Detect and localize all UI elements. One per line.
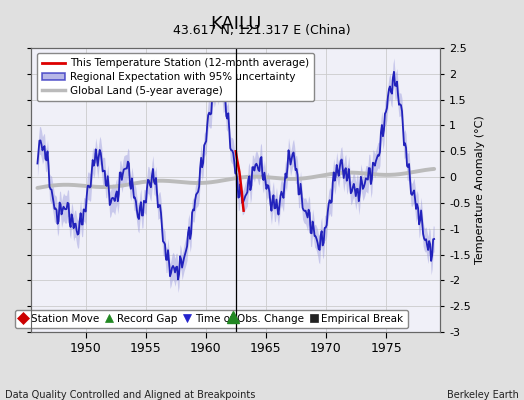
Text: Berkeley Earth: Berkeley Earth <box>447 390 519 400</box>
Text: 43.617 N, 121.317 E (China): 43.617 N, 121.317 E (China) <box>173 24 351 37</box>
Text: Data Quality Controlled and Aligned at Breakpoints: Data Quality Controlled and Aligned at B… <box>5 390 256 400</box>
Y-axis label: Temperature Anomaly (°C): Temperature Anomaly (°C) <box>475 116 485 264</box>
Legend: Station Move, Record Gap, Time of Obs. Change, Empirical Break: Station Move, Record Gap, Time of Obs. C… <box>15 310 408 328</box>
Title: KAILU: KAILU <box>210 14 261 32</box>
